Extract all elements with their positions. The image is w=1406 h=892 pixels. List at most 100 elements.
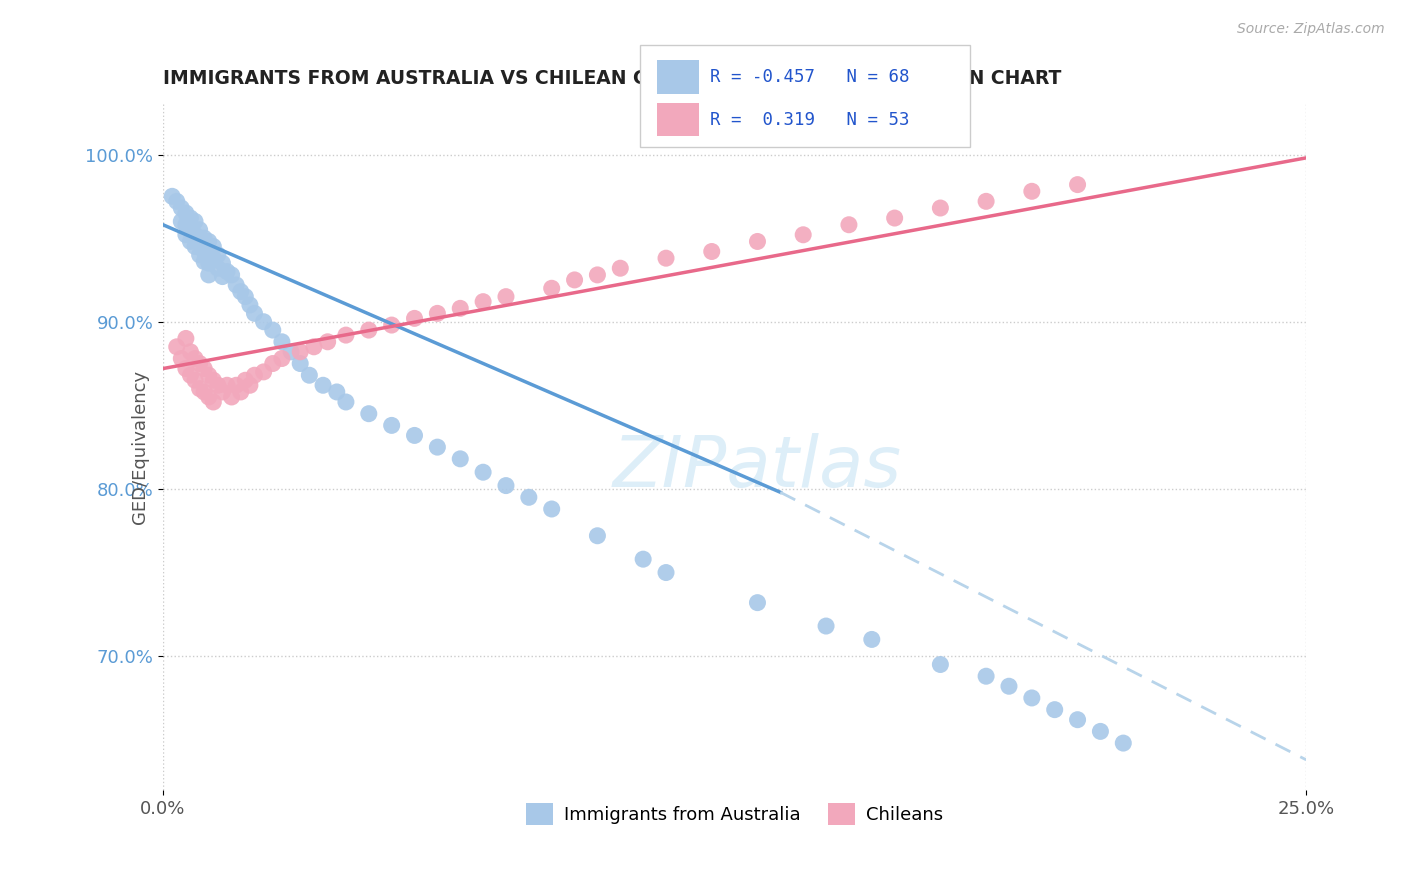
Point [215, 264, 238, 278]
Point [179, 235, 201, 249]
Point [211, 269, 233, 284]
Point [316, 334, 339, 349]
Point [239, 298, 262, 312]
Point [184, 373, 207, 387]
Point [1112, 736, 1135, 750]
Point [426, 440, 449, 454]
Point [747, 235, 769, 249]
Point [170, 201, 193, 215]
Point [335, 328, 357, 343]
Point [197, 268, 219, 282]
Point [1043, 703, 1066, 717]
Point [188, 248, 211, 262]
Point [1021, 184, 1043, 198]
Point [188, 223, 211, 237]
Point [179, 344, 201, 359]
Point [179, 368, 201, 383]
Point [221, 390, 243, 404]
Point [381, 418, 404, 433]
Point [197, 235, 219, 249]
Point [302, 340, 325, 354]
Point [225, 277, 247, 292]
Point [179, 211, 201, 225]
Point [188, 357, 211, 371]
Point [564, 273, 586, 287]
Point [883, 211, 905, 225]
Point [472, 465, 495, 479]
Point [252, 365, 274, 379]
Point [193, 254, 215, 268]
Point [280, 344, 302, 359]
Point [312, 378, 335, 392]
Point [170, 351, 193, 366]
Point [262, 323, 284, 337]
Point [609, 261, 631, 276]
Point [998, 679, 1021, 693]
Point [184, 214, 207, 228]
Point [174, 361, 197, 376]
Point [174, 218, 197, 232]
Point [202, 373, 225, 387]
Point [211, 384, 233, 399]
Point [974, 669, 997, 683]
Point [586, 268, 609, 282]
Point [202, 251, 225, 265]
Point [1066, 713, 1088, 727]
Point [239, 378, 262, 392]
Legend: Immigrants from Australia, Chileans: Immigrants from Australia, Chileans [519, 796, 950, 832]
Point [860, 632, 883, 647]
Point [188, 382, 211, 396]
Point [815, 619, 838, 633]
Text: ZIPatlas: ZIPatlas [613, 434, 903, 502]
Point [381, 318, 404, 332]
Point [252, 315, 274, 329]
Point [243, 306, 266, 320]
Point [838, 218, 860, 232]
Point [207, 378, 229, 392]
Point [540, 281, 562, 295]
Point [174, 206, 197, 220]
Point [974, 194, 997, 209]
Point [747, 596, 769, 610]
Point [1066, 178, 1088, 192]
Point [290, 357, 312, 371]
Point [225, 378, 247, 392]
Point [215, 378, 238, 392]
Point [233, 290, 256, 304]
Point [290, 344, 312, 359]
Point [197, 390, 219, 404]
Point [929, 657, 952, 672]
Point [792, 227, 814, 242]
Point [197, 256, 219, 270]
Point [335, 395, 357, 409]
Point [449, 451, 471, 466]
Point [472, 294, 495, 309]
Point [326, 384, 349, 399]
Point [655, 566, 678, 580]
Point [174, 331, 197, 345]
Point [197, 368, 219, 383]
Point [197, 248, 219, 262]
Point [207, 248, 229, 262]
Point [243, 368, 266, 383]
Point [188, 235, 211, 249]
Point [1021, 690, 1043, 705]
Point [179, 223, 201, 237]
Point [184, 239, 207, 253]
Point [357, 323, 380, 337]
Point [586, 529, 609, 543]
Point [229, 384, 252, 399]
Text: Source: ZipAtlas.com: Source: ZipAtlas.com [1237, 22, 1385, 37]
Point [233, 373, 256, 387]
Point [262, 357, 284, 371]
Point [229, 285, 252, 299]
Point [166, 340, 188, 354]
Point [426, 306, 449, 320]
Point [193, 384, 215, 399]
Point [449, 301, 471, 316]
Point [207, 261, 229, 276]
Point [184, 227, 207, 242]
Text: R =  0.319   N = 53: R = 0.319 N = 53 [710, 111, 910, 128]
Point [495, 290, 517, 304]
Point [517, 491, 540, 505]
